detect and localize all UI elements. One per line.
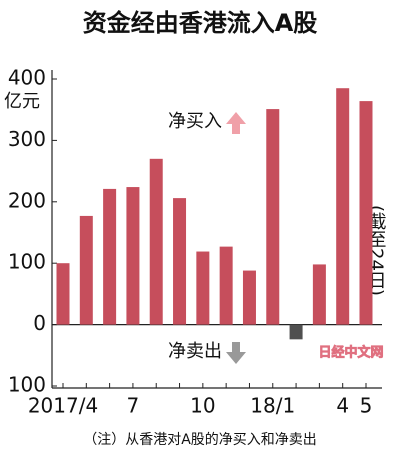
y-tick-label: 0 [33, 311, 46, 335]
x-tick-label: 5 [360, 394, 373, 418]
bar [266, 109, 280, 325]
bar [56, 263, 70, 325]
up-arrow [226, 112, 246, 134]
bar [359, 101, 373, 325]
bar [103, 188, 117, 325]
bar [219, 246, 233, 325]
y-tick-label: 100 [8, 250, 46, 274]
bar [149, 158, 163, 325]
chart-title: 资金经由香港流入A股 [83, 9, 318, 37]
bar [336, 88, 350, 325]
down-arrow [226, 342, 246, 364]
sell-label: 净卖出 [168, 341, 222, 362]
x-tick-label: 2017/4 [28, 394, 98, 418]
bar [196, 251, 210, 325]
watermark: 日经中文网 [318, 345, 383, 361]
bar [126, 187, 140, 325]
y-tick-label: 100 [8, 373, 46, 397]
bar [312, 264, 326, 325]
bar [173, 198, 187, 325]
y-tick-label: 300 [8, 127, 46, 151]
y-unit: 亿元 [4, 91, 40, 112]
x-tick-label: 10 [190, 394, 215, 418]
y-tick-label: 400 [8, 66, 46, 90]
buy-label: 净买入 [168, 111, 222, 132]
bar [242, 270, 256, 325]
y-tick-label: 200 [8, 188, 46, 212]
x-tick-label: 18/1 [250, 394, 295, 418]
bar [289, 324, 303, 340]
bar [79, 215, 93, 325]
note: （注）从香港对A股的净买入和净卖出 [83, 432, 317, 448]
x-tick-label: 7 [127, 394, 140, 418]
x-tick-label: 4 [336, 394, 349, 418]
